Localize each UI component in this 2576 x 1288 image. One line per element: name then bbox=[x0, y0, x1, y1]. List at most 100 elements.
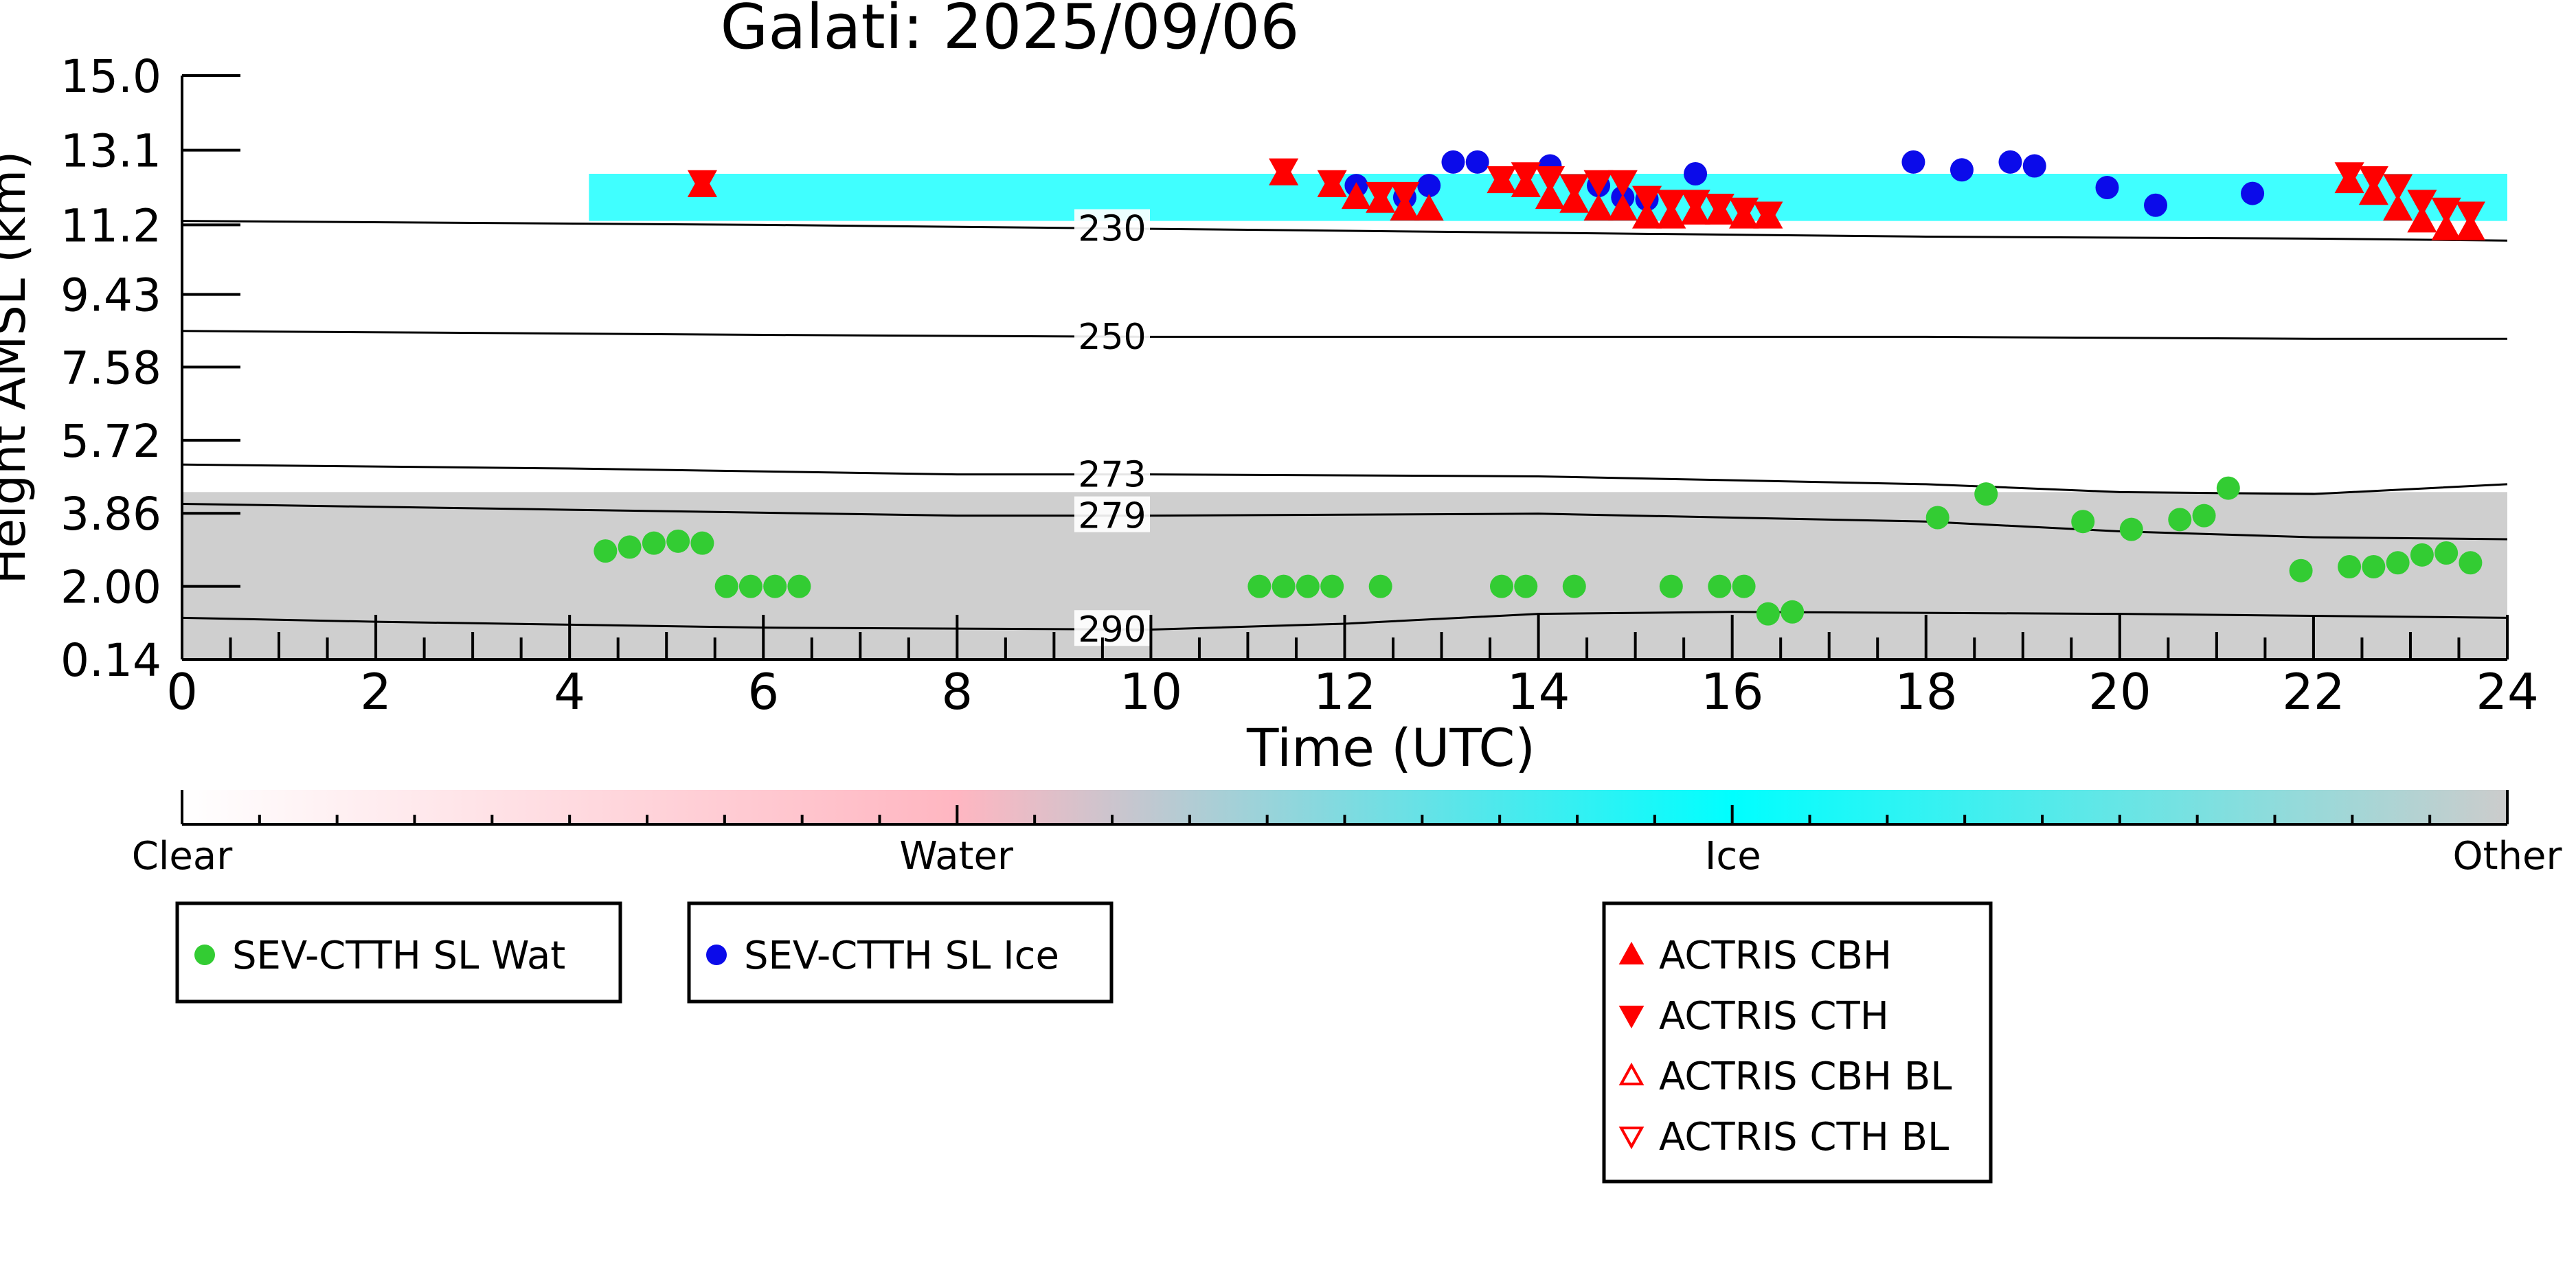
marker-sev-ctth-sl-wat bbox=[2362, 555, 2386, 579]
x-tick-label: 12 bbox=[1313, 663, 1377, 721]
marker-sev-ctth-sl-wat bbox=[1368, 574, 1392, 598]
marker-actris-cth bbox=[1487, 166, 1517, 193]
legend-marker bbox=[706, 945, 727, 965]
colorbar-label: Other bbox=[2452, 834, 2562, 879]
x-axis-label: Time (UTC) bbox=[1246, 717, 1535, 778]
colorbar-label: Water bbox=[899, 834, 1014, 879]
legend-label: SEV-CTTH SL Ice bbox=[744, 934, 1059, 978]
marker-actris-cbh bbox=[2407, 205, 2437, 233]
marker-actris-cth bbox=[1317, 170, 1347, 197]
marker-sev-ctth-sl-ice bbox=[1901, 150, 1925, 174]
legend-box bbox=[175, 901, 622, 1004]
marker-sev-ctth-sl-ice bbox=[1417, 174, 1441, 198]
marker-actris-cth bbox=[687, 170, 717, 197]
y-tick-label: 13.1 bbox=[60, 125, 161, 178]
marker-actris-cth bbox=[1511, 162, 1541, 190]
legend-box bbox=[1602, 901, 1993, 1184]
marker-actris-cbh bbox=[1535, 182, 1566, 210]
marker-sev-ctth-sl-ice bbox=[1684, 162, 1708, 186]
marker-actris-cth bbox=[1366, 181, 1396, 209]
contour-label-290: 290 bbox=[1078, 609, 1146, 651]
contour-line-230 bbox=[181, 220, 2508, 242]
y-tick-label: 0.14 bbox=[60, 634, 161, 687]
x-tick-label: 18 bbox=[1895, 663, 1958, 721]
marker-actris-cth bbox=[1269, 158, 1299, 185]
marker-sev-ctth-sl-wat bbox=[666, 529, 690, 553]
marker-actris-cth bbox=[2407, 190, 2437, 217]
contour-label-250: 250 bbox=[1078, 317, 1146, 358]
marker-actris-cth bbox=[1559, 174, 1590, 201]
marker-actris-cth bbox=[1632, 185, 1662, 213]
legend-box bbox=[687, 901, 1114, 1004]
marker-actris-cbh bbox=[2383, 194, 2413, 221]
marker-sev-ctth-sl-wat bbox=[1296, 574, 1320, 598]
marker-sev-ctth-sl-wat bbox=[2071, 510, 2095, 534]
legend-marker bbox=[1618, 1006, 1645, 1029]
marker-sev-ctth-sl-wat bbox=[2338, 555, 2362, 579]
legend-marker bbox=[1618, 1062, 1645, 1085]
marker-sev-ctth-sl-wat bbox=[594, 539, 618, 563]
chart-title: Galati: 2025/09/06 bbox=[720, 0, 1299, 63]
colorbar-label: Clear bbox=[132, 834, 233, 879]
marker-sev-ctth-sl-wat bbox=[1562, 574, 1586, 598]
contour-label-bg bbox=[1074, 496, 1150, 532]
marker-actris-cth bbox=[1390, 181, 1420, 209]
marker-sev-ctth-sl-wat bbox=[1514, 574, 1538, 598]
legend-label: ACTRIS CTH BL bbox=[1659, 1115, 1949, 1160]
contour-label-bg bbox=[1074, 209, 1150, 245]
marker-sev-ctth-sl-ice bbox=[2095, 176, 2119, 200]
marker-sev-ctth-sl-ice bbox=[1950, 158, 1974, 182]
y-tick-label: 9.43 bbox=[60, 269, 161, 322]
marker-sev-ctth-sl-wat bbox=[2192, 504, 2216, 528]
marker-actris-cth bbox=[1607, 170, 1638, 197]
marker-sev-ctth-sl-wat bbox=[690, 531, 714, 555]
legend-label: ACTRIS CBH BL bbox=[1659, 1054, 1952, 1099]
marker-actris-cbh bbox=[1583, 194, 1614, 221]
marker-sev-ctth-sl-wat bbox=[2289, 558, 2313, 583]
marker-actris-cth bbox=[1704, 194, 1735, 221]
marker-actris-cth bbox=[1583, 170, 1614, 197]
marker-sev-ctth-sl-wat bbox=[2168, 508, 2192, 532]
y-tick-label: 5.72 bbox=[60, 415, 161, 468]
marker-sev-ctth-sl-wat bbox=[1489, 574, 1513, 598]
marker-sev-ctth-sl-wat bbox=[1659, 574, 1683, 598]
marker-sev-ctth-sl-ice bbox=[1441, 150, 1465, 174]
contour-label-279: 279 bbox=[1078, 496, 1146, 537]
contour-line-250 bbox=[181, 330, 2507, 340]
marker-actris-cbh bbox=[1632, 201, 1662, 229]
marker-actris-cth bbox=[2383, 174, 2413, 201]
contour-line-273 bbox=[181, 463, 2508, 495]
marker-sev-ctth-sl-ice bbox=[2022, 154, 2046, 178]
legend-marker bbox=[1618, 941, 1645, 964]
x-tick-label: 14 bbox=[1507, 663, 1570, 721]
contour-label-bg bbox=[1074, 610, 1150, 646]
y-tick-label: 7.58 bbox=[60, 341, 161, 394]
marker-actris-cbh bbox=[1607, 194, 1638, 221]
y-tick-label: 11.2 bbox=[60, 199, 161, 252]
data-markers bbox=[594, 150, 2485, 626]
contour-line-279 bbox=[181, 502, 2508, 541]
marker-sev-ctth-sl-wat bbox=[1708, 574, 1732, 598]
x-tick-label: 2 bbox=[360, 663, 392, 721]
y-tick-label: 2.00 bbox=[60, 561, 161, 614]
marker-sev-ctth-sl-wat bbox=[642, 531, 666, 555]
x-tick-label: 24 bbox=[2476, 663, 2539, 721]
y-axis-label: Height AMSL (km) bbox=[0, 151, 36, 585]
marker-sev-ctth-sl-ice bbox=[2241, 181, 2265, 205]
marker-actris-cth bbox=[2455, 201, 2485, 229]
marker-sev-ctth-sl-wat bbox=[2216, 476, 2240, 500]
marker-actris-cth bbox=[1753, 201, 1783, 229]
legend-label: ACTRIS CTH bbox=[1659, 994, 1889, 1039]
marker-sev-ctth-sl-wat bbox=[1974, 482, 1998, 506]
marker-actris-cbh bbox=[1341, 182, 1371, 210]
marker-sev-ctth-sl-ice bbox=[1998, 150, 2022, 174]
y-tick-label: 3.86 bbox=[60, 488, 161, 541]
marker-sev-ctth-sl-wat bbox=[738, 574, 762, 598]
marker-sev-ctth-sl-wat bbox=[2386, 551, 2410, 575]
marker-actris-cbh bbox=[1414, 194, 1444, 221]
marker-actris-cth bbox=[1680, 190, 1710, 217]
x-tick-label: 22 bbox=[2282, 663, 2345, 721]
marker-actris-cth bbox=[2334, 162, 2364, 190]
